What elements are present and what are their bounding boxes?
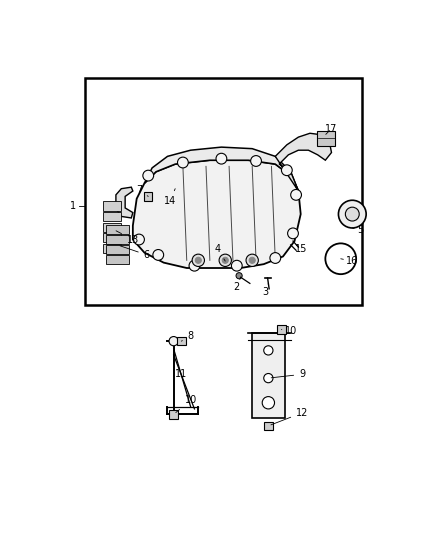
Text: 5: 5 — [352, 225, 363, 235]
FancyBboxPatch shape — [103, 212, 121, 221]
Circle shape — [291, 189, 301, 200]
FancyBboxPatch shape — [170, 410, 178, 418]
Polygon shape — [133, 160, 301, 268]
Circle shape — [282, 165, 292, 175]
Circle shape — [222, 257, 228, 263]
Text: 12: 12 — [271, 408, 308, 425]
FancyBboxPatch shape — [85, 78, 362, 305]
Text: 11: 11 — [174, 369, 187, 379]
FancyBboxPatch shape — [103, 223, 121, 232]
Circle shape — [339, 200, 366, 228]
Circle shape — [219, 254, 231, 266]
Circle shape — [216, 154, 227, 164]
FancyBboxPatch shape — [317, 131, 336, 147]
Polygon shape — [145, 147, 298, 191]
FancyBboxPatch shape — [144, 192, 152, 200]
Circle shape — [264, 374, 273, 383]
FancyBboxPatch shape — [103, 244, 121, 253]
Circle shape — [262, 397, 275, 409]
Text: 14: 14 — [164, 189, 176, 206]
Text: 4: 4 — [215, 244, 225, 261]
Text: 10: 10 — [282, 326, 297, 336]
Circle shape — [177, 157, 188, 168]
Polygon shape — [276, 133, 332, 191]
Circle shape — [192, 254, 205, 266]
Circle shape — [346, 207, 359, 221]
FancyBboxPatch shape — [103, 201, 121, 211]
Text: 2: 2 — [233, 277, 240, 292]
Circle shape — [143, 170, 154, 181]
Circle shape — [264, 346, 273, 355]
Text: 7: 7 — [136, 185, 148, 196]
Circle shape — [195, 257, 201, 263]
Text: 17: 17 — [325, 124, 338, 134]
Circle shape — [153, 249, 164, 260]
Text: 16: 16 — [341, 256, 358, 266]
Text: 1: 1 — [70, 201, 76, 212]
Circle shape — [134, 234, 145, 245]
FancyBboxPatch shape — [177, 337, 186, 345]
Circle shape — [246, 254, 258, 266]
FancyBboxPatch shape — [277, 325, 286, 334]
Text: 6: 6 — [120, 246, 150, 260]
Circle shape — [231, 260, 242, 271]
Circle shape — [251, 156, 261, 166]
Text: 10: 10 — [176, 395, 197, 413]
Text: 3: 3 — [262, 284, 268, 297]
FancyBboxPatch shape — [106, 224, 129, 234]
FancyBboxPatch shape — [106, 245, 129, 254]
Circle shape — [236, 273, 242, 279]
FancyBboxPatch shape — [106, 255, 129, 264]
Circle shape — [249, 257, 255, 263]
FancyBboxPatch shape — [252, 334, 285, 418]
FancyBboxPatch shape — [106, 235, 129, 244]
Circle shape — [288, 228, 298, 239]
Circle shape — [189, 260, 200, 271]
Text: 8: 8 — [181, 331, 194, 341]
Text: 13: 13 — [116, 231, 139, 245]
Text: 15: 15 — [294, 244, 307, 254]
Circle shape — [325, 244, 356, 274]
Text: 9: 9 — [271, 369, 305, 379]
Polygon shape — [116, 187, 133, 218]
Circle shape — [270, 253, 281, 263]
Circle shape — [169, 336, 178, 346]
FancyBboxPatch shape — [103, 233, 121, 243]
FancyBboxPatch shape — [264, 422, 272, 430]
